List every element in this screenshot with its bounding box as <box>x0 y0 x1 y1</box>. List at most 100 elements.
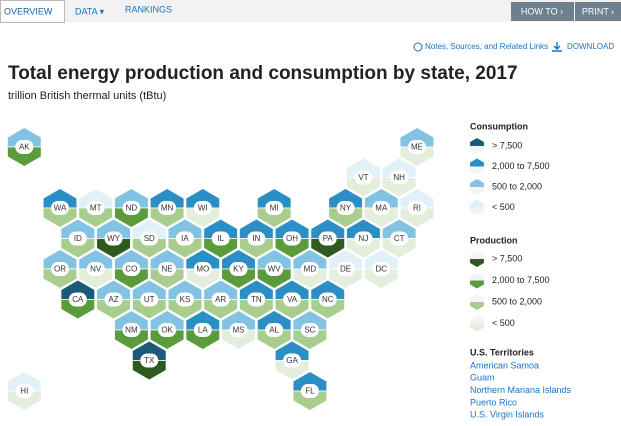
state-production[interactable] <box>131 299 167 320</box>
state-label-bg <box>86 262 105 276</box>
state-production[interactable] <box>274 238 310 259</box>
state-production[interactable] <box>328 207 363 228</box>
state-label-bg <box>372 201 391 215</box>
state-production[interactable] <box>167 238 203 259</box>
tab[interactable]: RANKINGS <box>125 4 172 14</box>
legend-swatch <box>470 199 484 208</box>
state-label: AK <box>19 143 30 152</box>
state-production[interactable] <box>203 238 238 259</box>
tab[interactable]: DATA ▾ <box>75 6 105 16</box>
state-production[interactable] <box>149 268 185 289</box>
state-production[interactable] <box>60 299 96 320</box>
state-production[interactable] <box>221 329 256 350</box>
state-label: OH <box>286 234 298 243</box>
state-label: LA <box>198 326 208 335</box>
legend-swatch <box>470 259 484 267</box>
state-label-bg <box>193 201 212 215</box>
state-label-bg <box>68 292 87 307</box>
state-production[interactable] <box>78 268 113 289</box>
territory-link[interactable]: Northern Mariana Islands <box>470 385 572 395</box>
state-production[interactable] <box>96 299 131 320</box>
state-label: MD <box>304 265 317 274</box>
territory-link[interactable]: Puerto Rico <box>470 397 517 407</box>
state-production[interactable] <box>221 268 256 289</box>
state-production[interactable] <box>42 268 78 289</box>
state-production[interactable] <box>185 329 221 350</box>
state-production[interactable] <box>310 299 346 320</box>
state-label: DC <box>376 265 388 274</box>
state-label: FL <box>305 387 315 396</box>
state-production[interactable] <box>7 146 42 167</box>
state-production[interactable] <box>7 390 42 411</box>
state-label: SC <box>304 326 315 335</box>
state-label-bg <box>193 323 212 337</box>
state-label: RI <box>413 204 421 213</box>
state-production[interactable] <box>149 207 185 228</box>
state-label-bg <box>336 201 355 215</box>
state-label: OK <box>161 326 173 335</box>
state-label: NV <box>90 265 102 274</box>
state-production[interactable] <box>131 238 167 259</box>
state-label: NJ <box>359 234 369 243</box>
territory-link[interactable]: American Samoa <box>470 360 539 370</box>
title: Total energy production and consumption … <box>8 63 518 84</box>
state-production[interactable] <box>310 238 346 259</box>
state-label-bg <box>390 170 409 185</box>
subtitle: trillion British thermal units (tBtu) <box>8 90 166 102</box>
legend-swatch <box>470 158 484 167</box>
state-production[interactable] <box>364 207 399 228</box>
button[interactable]: PRINT › <box>582 6 614 16</box>
state-label: WY <box>107 234 121 243</box>
state-label-bg <box>104 231 123 246</box>
state-label-bg <box>283 231 302 246</box>
button[interactable]: HOW TO › <box>521 6 563 16</box>
state-production[interactable] <box>96 238 131 259</box>
state-production[interactable] <box>185 207 221 228</box>
state-production[interactable] <box>292 390 328 411</box>
state-production[interactable] <box>346 177 381 198</box>
state-production[interactable] <box>274 360 310 381</box>
territory-link[interactable]: U.S. Virgin Islands <box>470 410 544 420</box>
state-production[interactable] <box>399 146 435 167</box>
state-production[interactable] <box>131 360 167 381</box>
download-link[interactable]: DOWNLOAD <box>567 42 614 51</box>
state-label: WV <box>268 265 282 274</box>
state-production[interactable] <box>292 268 328 289</box>
state-production[interactable] <box>185 268 221 289</box>
state-label: TN <box>251 295 262 304</box>
state-label: WI <box>198 204 208 213</box>
state-production[interactable] <box>346 238 381 259</box>
state-production[interactable] <box>381 177 417 198</box>
state-production[interactable] <box>60 238 96 259</box>
state-production[interactable] <box>114 329 149 350</box>
state-production[interactable] <box>114 268 149 289</box>
state-production[interactable] <box>256 329 292 350</box>
state-production[interactable] <box>149 329 185 350</box>
state-label-bg <box>336 262 355 276</box>
state-production[interactable] <box>114 207 149 228</box>
tab[interactable]: OVERVIEW <box>4 6 53 16</box>
state-label-bg <box>354 231 373 246</box>
state-production[interactable] <box>328 268 363 289</box>
state-production[interactable] <box>256 207 292 228</box>
state-production[interactable] <box>274 299 310 320</box>
state-production[interactable] <box>399 207 435 228</box>
state-label: ME <box>411 143 423 152</box>
state-production[interactable] <box>239 238 274 259</box>
state-production[interactable] <box>78 207 113 228</box>
territory-link[interactable]: Guam <box>470 373 495 383</box>
state-production[interactable] <box>292 329 328 350</box>
state-production[interactable] <box>203 299 238 320</box>
state-label-bg <box>390 231 409 246</box>
state-production[interactable] <box>239 299 274 320</box>
legend-label: < 500 <box>492 318 515 328</box>
state-production[interactable] <box>167 299 203 320</box>
legend-title: Production <box>470 235 518 245</box>
state-production[interactable] <box>42 207 78 228</box>
state-label: MN <box>161 204 174 213</box>
state-production[interactable] <box>364 268 399 289</box>
state-production[interactable] <box>256 268 292 289</box>
state-production[interactable] <box>381 238 417 259</box>
notes-link[interactable]: Notes, Sources, and Related Links <box>425 42 548 51</box>
